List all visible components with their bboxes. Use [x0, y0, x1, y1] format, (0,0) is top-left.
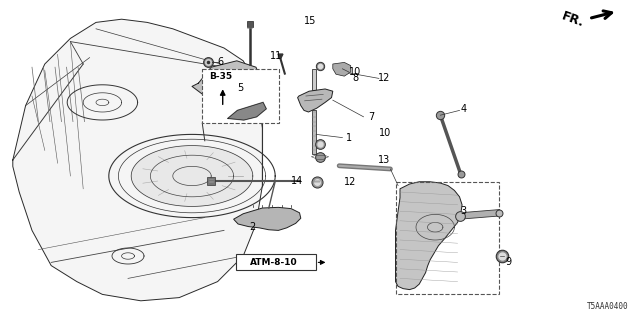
- Polygon shape: [234, 207, 301, 230]
- Text: 9: 9: [506, 257, 512, 268]
- Polygon shape: [312, 69, 316, 90]
- Polygon shape: [228, 102, 266, 120]
- Text: 11: 11: [270, 51, 282, 61]
- Polygon shape: [298, 89, 333, 112]
- Text: T5AAA0400: T5AAA0400: [587, 302, 628, 311]
- Text: 10: 10: [349, 67, 361, 77]
- Text: 12: 12: [344, 177, 356, 188]
- Text: 1: 1: [346, 132, 352, 143]
- Bar: [236, 254, 316, 270]
- Text: 14: 14: [291, 176, 303, 186]
- Text: B-35: B-35: [209, 72, 232, 81]
- Text: 6: 6: [218, 57, 224, 68]
- Text: FR.: FR.: [560, 10, 586, 30]
- Text: 2: 2: [250, 222, 256, 232]
- Text: 15: 15: [304, 16, 316, 26]
- Text: 4: 4: [461, 104, 467, 114]
- Polygon shape: [312, 110, 316, 154]
- Polygon shape: [333, 62, 351, 76]
- Text: 12: 12: [378, 73, 390, 84]
- Text: ATM-8-10: ATM-8-10: [250, 258, 298, 267]
- Text: 7: 7: [368, 112, 374, 122]
- Text: 8: 8: [352, 73, 358, 84]
- Bar: [396, 182, 499, 294]
- Polygon shape: [192, 61, 262, 109]
- Polygon shape: [460, 210, 499, 219]
- Polygon shape: [396, 182, 462, 290]
- Bar: [202, 69, 279, 123]
- Circle shape: [131, 146, 253, 206]
- Text: 5: 5: [237, 83, 243, 93]
- Text: 13: 13: [378, 155, 390, 165]
- Polygon shape: [13, 19, 262, 301]
- Text: 10: 10: [379, 128, 391, 138]
- Text: 3: 3: [461, 206, 467, 216]
